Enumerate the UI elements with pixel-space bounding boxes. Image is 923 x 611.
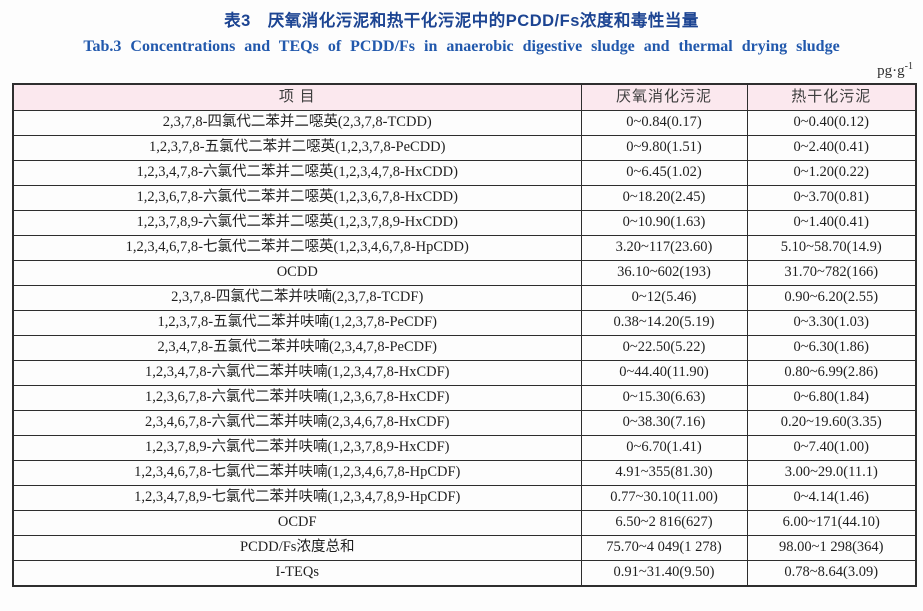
table-row: OCDD 36.10~602(193) 31.70~782(166) — [12, 260, 917, 286]
table-row: 2,3,4,7,8-五氯代二苯并呋喃(2,3,4,7,8-PeCDF) 0~22.… — [12, 335, 917, 361]
congener-name-cell: OCDD — [12, 260, 582, 286]
table-row: 1,2,3,4,6,7,8-七氯代二苯并呋喃(1,2,3,4,6,7,8-HpC… — [12, 460, 917, 486]
anaerobic-value-cell: 0~9.80(1.51) — [580, 135, 748, 161]
table-row: PCDD/Fs浓度总和 75.70~4 049(1 278) 98.00~1 298… — [12, 535, 917, 561]
anaerobic-value-cell: 0~6.45(1.02) — [580, 160, 748, 186]
anaerobic-value-cell: 0.77~30.10(11.00) — [580, 485, 748, 511]
header-anaerobic-digestive-sludge: 厌氧消化污泥 — [580, 83, 748, 111]
anaerobic-value-cell: 0~38.30(7.16) — [580, 410, 748, 436]
table-row: 1,2,3,7,8-五氯代二苯并呋喃(1,2,3,7,8-PeCDF) 0.38~… — [12, 310, 917, 336]
table-row: 2,3,4,6,7,8-六氯代二苯并呋喃(2,3,4,6,7,8-HxCDF) 0… — [12, 410, 917, 436]
thermal-value-cell: 0.80~6.99(2.86) — [746, 360, 917, 386]
table-row: 2,3,7,8-四氯代二苯并呋喃(2,3,7,8-TCDF) 0~12(5.46)… — [12, 285, 917, 311]
pcdd-concentration-table: 项 目 厌氧消化污泥 热干化污泥 2,3,7,8-四氯代二苯并二噁英(2,3,7… — [12, 83, 917, 587]
congener-name-cell: 1,2,3,7,8-五氯代二苯并呋喃(1,2,3,7,8-PeCDF) — [12, 310, 582, 336]
anaerobic-value-cell: 0.38~14.20(5.19) — [580, 310, 748, 336]
unit-exponent: -1 — [904, 61, 913, 72]
thermal-value-cell: 0~6.30(1.86) — [746, 335, 917, 361]
anaerobic-value-cell: 3.20~117(23.60) — [580, 235, 748, 261]
thermal-value-cell: 0~6.80(1.84) — [746, 385, 917, 411]
header-thermal-drying-sludge: 热干化污泥 — [746, 83, 917, 111]
thermal-value-cell: 0~3.30(1.03) — [746, 310, 917, 336]
congener-name-cell: 1,2,3,4,6,7,8-七氯代二苯并呋喃(1,2,3,4,6,7,8-HpC… — [12, 460, 582, 486]
anaerobic-value-cell: 0~18.20(2.45) — [580, 185, 748, 211]
table-row: 2,3,7,8-四氯代二苯并二噁英(2,3,7,8-TCDD) 0~0.84(0.… — [12, 110, 917, 136]
thermal-value-cell: 0~7.40(1.00) — [746, 435, 917, 461]
congener-name-cell: PCDD/Fs浓度总和 — [12, 535, 582, 561]
table-row: 1,2,3,4,6,7,8-七氯代二苯并二噁英(1,2,3,4,6,7,8-Hp… — [12, 235, 917, 261]
congener-name-cell: 2,3,4,7,8-五氯代二苯并呋喃(2,3,4,7,8-PeCDF) — [12, 335, 582, 361]
congener-name-cell: 1,2,3,4,6,7,8-七氯代二苯并二噁英(1,2,3,4,6,7,8-Hp… — [12, 235, 582, 261]
table-row: 1,2,3,6,7,8-六氯代二苯并呋喃(1,2,3,6,7,8-HxCDF) 0… — [12, 385, 917, 411]
thermal-value-cell: 0~2.40(0.41) — [746, 135, 917, 161]
anaerobic-value-cell: 0~12(5.46) — [580, 285, 748, 311]
congener-name-cell: 1,2,3,6,7,8-六氯代二苯并呋喃(1,2,3,6,7,8-HxCDF) — [12, 385, 582, 411]
thermal-value-cell: 6.00~171(44.10) — [746, 510, 917, 536]
thermal-value-cell: 3.00~29.0(11.1) — [746, 460, 917, 486]
table-row: 1,2,3,7,8-五氯代二苯并二噁英(1,2,3,7,8-PeCDD) 0~9.… — [12, 135, 917, 161]
congener-name-cell: 1,2,3,6,7,8-六氯代二苯并二噁英(1,2,3,6,7,8-HxCDD) — [12, 185, 582, 211]
congener-name-cell: 1,2,3,4,7,8-六氯代二苯并二噁英(1,2,3,4,7,8-HxCDD) — [12, 160, 582, 186]
anaerobic-value-cell: 0~22.50(5.22) — [580, 335, 748, 361]
thermal-value-cell: 0.78~8.64(3.09) — [746, 560, 917, 587]
table-row: I-TEQs 0.91~31.40(9.50) 0.78~8.64(3.09) — [12, 560, 917, 587]
table-row: 1,2,3,7,8,9-六氯代二苯并呋喃(1,2,3,7,8,9-HxCDF) 0… — [12, 435, 917, 461]
anaerobic-value-cell: 6.50~2 816(627) — [580, 510, 748, 536]
anaerobic-value-cell: 0~10.90(1.63) — [580, 210, 748, 236]
table-title-chinese: 表3 厌氧消化污泥和热干化污泥中的PCDD/Fs浓度和毒性当量 — [224, 12, 699, 30]
congener-name-cell: 2,3,7,8-四氯代二苯并二噁英(2,3,7,8-TCDD) — [12, 110, 582, 136]
congener-name-cell: 2,3,4,6,7,8-六氯代二苯并呋喃(2,3,4,6,7,8-HxCDF) — [12, 410, 582, 436]
anaerobic-value-cell: 0.91~31.40(9.50) — [580, 560, 748, 587]
thermal-value-cell: 31.70~782(166) — [746, 260, 917, 286]
unit-base: pg·g — [877, 63, 905, 79]
congener-name-cell: I-TEQs — [12, 560, 582, 587]
thermal-value-cell: 0~1.40(0.41) — [746, 210, 917, 236]
unit-label: pg·g-1 — [12, 61, 913, 80]
thermal-value-cell: 0.20~19.60(3.35) — [746, 410, 917, 436]
congener-name-cell: 1,2,3,4,7,8-六氯代二苯并呋喃(1,2,3,4,7,8-HxCDF) — [12, 360, 582, 386]
thermal-value-cell: 98.00~1 298(364) — [746, 535, 917, 561]
anaerobic-value-cell: 0~6.70(1.41) — [580, 435, 748, 461]
thermal-value-cell: 0~4.14(1.46) — [746, 485, 917, 511]
thermal-value-cell: 5.10~58.70(14.9) — [746, 235, 917, 261]
header-item-column: 项 目 — [12, 83, 582, 111]
anaerobic-value-cell: 75.70~4 049(1 278) — [580, 535, 748, 561]
congener-name-cell: OCDF — [12, 510, 582, 536]
congener-name-cell: 1,2,3,7,8-五氯代二苯并二噁英(1,2,3,7,8-PeCDD) — [12, 135, 582, 161]
table-row: 1,2,3,6,7,8-六氯代二苯并二噁英(1,2,3,6,7,8-HxCDD)… — [12, 185, 917, 211]
congener-name-cell: 1,2,3,4,7,8,9-七氯代二苯并呋喃(1,2,3,4,7,8,9-HpC… — [12, 485, 582, 511]
anaerobic-value-cell: 36.10~602(193) — [580, 260, 748, 286]
table-header-row: 项 目 厌氧消化污泥 热干化污泥 — [12, 83, 917, 111]
table-title-english: Tab.3 Concentrations and TEQs of PCDD/Fs… — [83, 38, 840, 55]
thermal-value-cell: 0.90~6.20(2.55) — [746, 285, 917, 311]
table-row: 1,2,3,4,7,8-六氯代二苯并呋喃(1,2,3,4,7,8-HxCDF) 0… — [12, 360, 917, 386]
anaerobic-value-cell: 4.91~355(81.30) — [580, 460, 748, 486]
thermal-value-cell: 0~3.70(0.81) — [746, 185, 917, 211]
thermal-value-cell: 0~0.40(0.12) — [746, 110, 917, 136]
table-row: 1,2,3,7,8,9-六氯代二苯并二噁英(1,2,3,7,8,9-HxCDD)… — [12, 210, 917, 236]
anaerobic-value-cell: 0~44.40(11.90) — [580, 360, 748, 386]
thermal-value-cell: 0~1.20(0.22) — [746, 160, 917, 186]
anaerobic-value-cell: 0~15.30(6.63) — [580, 385, 748, 411]
congener-name-cell: 1,2,3,7,8,9-六氯代二苯并呋喃(1,2,3,7,8,9-HxCDF) — [12, 435, 582, 461]
congener-name-cell: 1,2,3,7,8,9-六氯代二苯并二噁英(1,2,3,7,8,9-HxCDD) — [12, 210, 582, 236]
table-row: 1,2,3,4,7,8-六氯代二苯并二噁英(1,2,3,4,7,8-HxCDD)… — [12, 160, 917, 186]
table-row: 1,2,3,4,7,8,9-七氯代二苯并呋喃(1,2,3,4,7,8,9-HpC… — [12, 485, 917, 511]
anaerobic-value-cell: 0~0.84(0.17) — [580, 110, 748, 136]
congener-name-cell: 2,3,7,8-四氯代二苯并呋喃(2,3,7,8-TCDF) — [12, 285, 582, 311]
table-row: OCDF 6.50~2 816(627) 6.00~171(44.10) — [12, 510, 917, 536]
